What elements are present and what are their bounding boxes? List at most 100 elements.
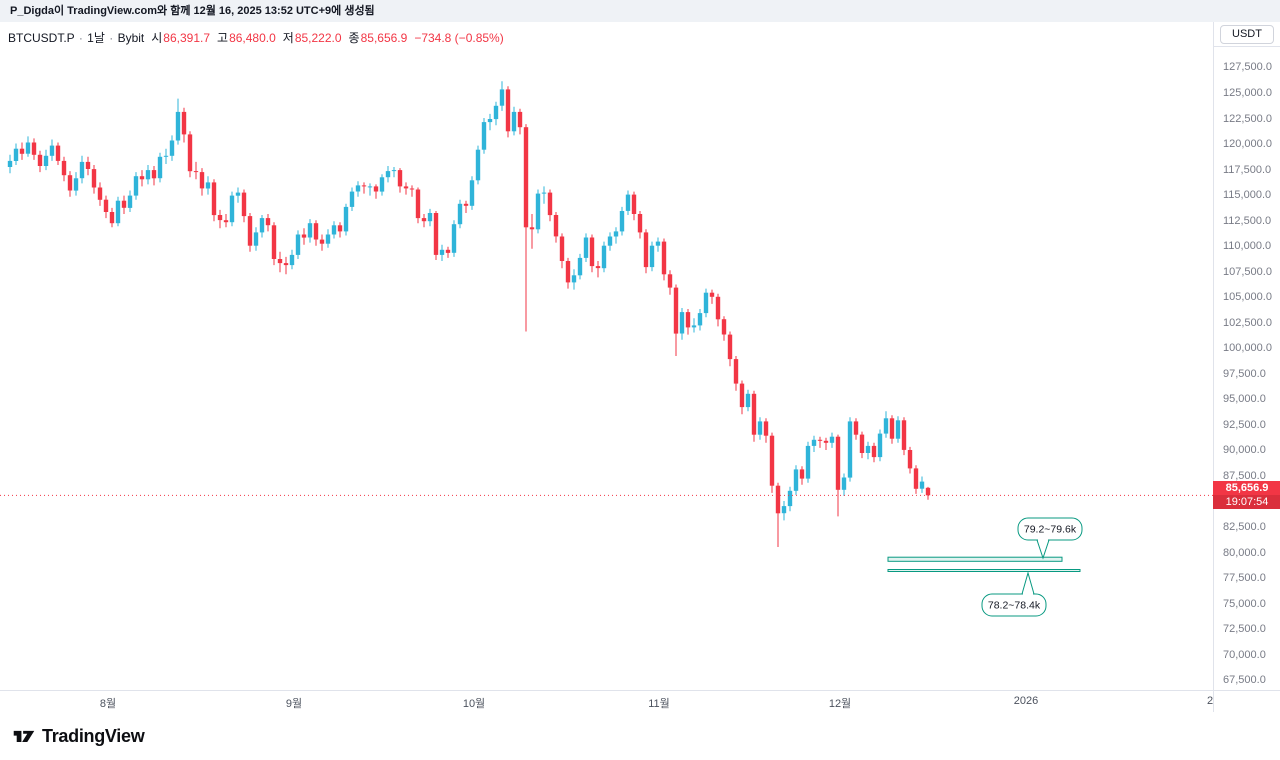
candle-body <box>361 185 367 187</box>
candle-body <box>763 421 769 436</box>
candle-body <box>79 161 85 179</box>
candle-body <box>511 111 517 132</box>
candle-body <box>97 187 103 200</box>
candle-body <box>667 274 673 288</box>
close-value: 종85,656.9 <box>348 31 408 45</box>
currency-toggle-usdt[interactable]: USDT <box>1220 24 1274 44</box>
interval-label: 1날 <box>87 31 105 45</box>
candle-body <box>547 192 553 216</box>
price-axis-label: 72,500.0 <box>1223 623 1266 636</box>
candle-body <box>493 105 499 120</box>
candle-body <box>721 319 727 335</box>
candle-body <box>709 292 715 297</box>
candle-body <box>643 232 649 268</box>
candle-body <box>229 195 235 223</box>
price-axis-label: 110,000.0 <box>1223 240 1272 253</box>
candle-body <box>613 231 619 237</box>
candle-body <box>805 445 811 479</box>
candle-body <box>391 170 397 172</box>
candle-body <box>571 275 577 283</box>
time-axis-label: 10월 <box>462 698 486 710</box>
candle-body <box>871 445 877 458</box>
candle-body <box>595 266 601 269</box>
candle-body <box>433 213 439 255</box>
candle-body <box>223 220 229 223</box>
candle-body <box>211 182 217 216</box>
candle-body <box>301 234 307 238</box>
candle-body <box>217 215 223 221</box>
price-axis-label: 115,000.0 <box>1223 189 1272 202</box>
candle-body <box>895 420 901 439</box>
candle-body <box>517 111 523 128</box>
candlestick-chart[interactable]: 79.2~79.6k 78.2~78.4k <box>0 22 1213 690</box>
callout-label: 78.2~78.4k <box>988 600 1041 612</box>
candle-body <box>313 223 319 240</box>
price-axis-label: 100,000.0 <box>1223 342 1272 355</box>
candle-body <box>475 149 481 181</box>
price-axis-label: 102,500.0 <box>1223 316 1272 329</box>
tradingview-logo[interactable]: TradingView <box>12 724 145 748</box>
candle-body <box>199 172 205 189</box>
tradingview-wordmark: TradingView <box>42 725 145 746</box>
candle-body <box>499 89 505 106</box>
price-axis[interactable]: USDT 127,500.0 125,000.0 122,500.0 120,000.… <box>1213 22 1280 690</box>
legend-separator: · <box>78 31 83 45</box>
candle-body <box>919 481 925 489</box>
price-axis-label: 122,500.0 <box>1223 112 1272 125</box>
candle-body <box>559 236 565 261</box>
candle-body <box>73 178 79 191</box>
candle-body <box>331 225 337 235</box>
price-axis-label: 112,500.0 <box>1223 214 1272 227</box>
candle-body <box>589 237 595 267</box>
candle-body <box>607 236 613 246</box>
candle-body <box>841 477 847 490</box>
candle-body <box>259 218 265 233</box>
candle-body <box>169 140 175 156</box>
candle-body <box>319 239 325 244</box>
candle-body <box>733 359 739 384</box>
candle-body <box>775 485 781 514</box>
candle-body <box>409 188 415 190</box>
legend-separator: · <box>109 31 114 45</box>
price-callout <box>981 593 1047 617</box>
chart-pane: 79.2~79.6k 78.2~78.4k BTCUSDT.P · 1날 · By… <box>0 22 1280 712</box>
candle-body <box>31 142 37 155</box>
candle-body <box>181 111 187 135</box>
candle-body <box>415 189 421 219</box>
candle-body <box>151 170 157 179</box>
candle-body <box>457 203 463 225</box>
candle-body <box>193 171 199 173</box>
candle-body <box>373 186 379 192</box>
tradingview-logo-icon <box>13 730 35 742</box>
candle-body <box>751 393 757 435</box>
candle-body <box>565 261 571 283</box>
exchange-name: Bybit <box>117 31 145 45</box>
candle-body <box>577 257 583 276</box>
candle-body <box>787 490 793 507</box>
time-axis-label: 9월 <box>285 698 303 710</box>
candle-body <box>55 145 61 161</box>
candle-body <box>43 155 49 166</box>
candle-body <box>631 194 637 214</box>
candle-body <box>67 175 73 191</box>
price-axis-label: 97,500.0 <box>1223 367 1266 380</box>
price-axis-label: 95,000.0 <box>1223 393 1266 406</box>
candle-body <box>13 148 19 161</box>
time-axis[interactable]: 8월 9월 10월 11월 12월 2026 2 <box>0 690 1280 712</box>
candle-body <box>25 142 31 154</box>
price-axis-label: 125,000.0 <box>1223 86 1272 99</box>
bar-countdown: 19:07:54 <box>1213 495 1280 510</box>
candle-body <box>109 212 115 224</box>
candle-body <box>715 296 721 320</box>
open-value: 시86,391.7 <box>151 31 211 45</box>
supply-zone <box>887 569 1081 572</box>
candle-body <box>817 439 823 441</box>
price-axis-label: 117,500.0 <box>1223 163 1272 176</box>
candle-body <box>85 161 91 169</box>
candle-body <box>889 418 895 439</box>
time-axis-label: 11월 <box>648 698 670 710</box>
callout-label: 79.2~79.6k <box>1024 524 1077 536</box>
candle-body <box>7 160 13 167</box>
candle-body <box>655 241 661 246</box>
symbol-title[interactable]: BTCUSDT.P · 1날 · Bybit <box>8 29 144 46</box>
